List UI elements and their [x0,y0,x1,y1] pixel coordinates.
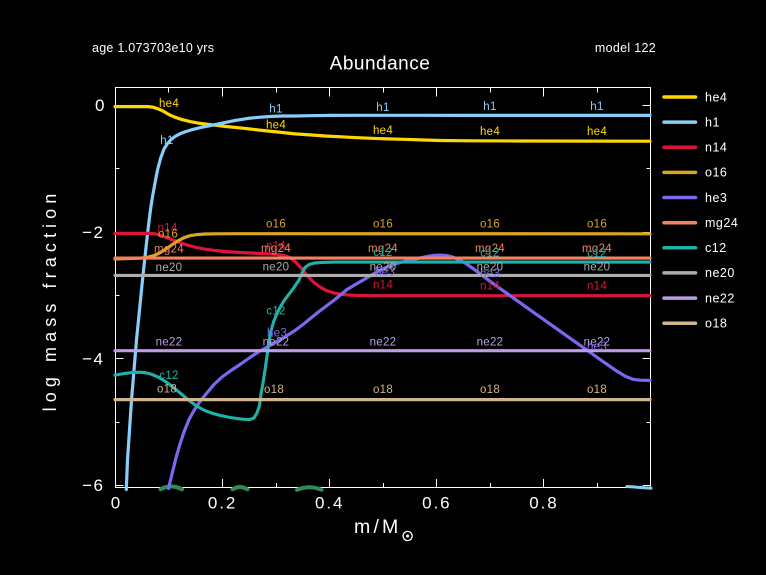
svg-text:mg24: mg24 [261,243,291,255]
svg-text:−6: −6 [82,476,104,495]
svg-text:h1: h1 [705,115,720,129]
svg-text:ne22: ne22 [584,336,611,348]
svg-text:ne22: ne22 [263,337,290,349]
svg-text:c12: c12 [373,247,392,259]
svg-text:mg24: mg24 [368,243,398,255]
svg-text:he4: he4 [159,98,179,110]
svg-text:o16: o16 [480,219,500,231]
svg-text:ne20: ne20 [263,261,290,273]
svg-text:he4: he4 [266,120,286,132]
svg-text:−2: −2 [82,223,104,242]
svg-text:age 1.073703e10 yrs: age 1.073703e10 yrs [92,41,214,55]
svg-text:mg24: mg24 [154,243,184,255]
svg-text:he3: he3 [705,191,727,205]
svg-text:ne22: ne22 [156,336,183,348]
svg-text:o16: o16 [266,218,286,230]
svg-text:o16: o16 [373,219,393,231]
svg-text:h1: h1 [483,101,496,113]
svg-text:mg24: mg24 [705,216,738,230]
svg-text:o16: o16 [587,219,607,231]
svg-text:he3: he3 [267,327,287,339]
svg-text:o18: o18 [480,384,500,396]
svg-text:ne20: ne20 [156,262,183,274]
svg-text:ne20: ne20 [477,261,504,273]
svg-text:he4: he4 [705,90,727,104]
svg-text:model 122: model 122 [595,41,656,55]
svg-text:he3: he3 [375,266,395,278]
svg-text:c12: c12 [480,248,499,260]
svg-text:he4: he4 [373,125,393,137]
svg-text:n14: n14 [157,222,177,234]
svg-text:m/M: m/M [354,516,402,538]
svg-text:c12: c12 [705,241,727,255]
svg-text:he4: he4 [480,126,500,138]
svg-text:0.6: 0.6 [422,494,451,513]
svg-text:mg24: mg24 [475,243,505,255]
svg-text:h1: h1 [376,102,389,114]
svg-text:ne20: ne20 [705,266,735,280]
svg-text:o18: o18 [587,384,607,396]
svg-text:h1: h1 [590,101,603,113]
svg-text:Abundance: Abundance [330,54,431,75]
svg-text:n14: n14 [266,240,286,252]
svg-text:ne22: ne22 [370,336,397,348]
svg-text:0.2: 0.2 [208,494,237,513]
svg-text:0: 0 [111,494,120,513]
svg-text:n14: n14 [587,280,607,292]
svg-text:o18: o18 [705,317,727,331]
svg-text:n14: n14 [705,141,727,155]
svg-text:o18: o18 [373,384,393,396]
svg-text:c12: c12 [587,248,606,260]
svg-text:he3: he3 [587,341,607,353]
svg-text:o16: o16 [705,166,727,180]
svg-text:0: 0 [95,96,104,115]
svg-text:he4: he4 [587,126,607,138]
svg-text:−4: −4 [82,350,104,369]
svg-text:o18: o18 [264,384,284,396]
svg-text:ne20: ne20 [370,261,397,273]
svg-text:h1: h1 [160,135,173,147]
svg-text:log mass fraction: log mass fraction [40,189,60,412]
svg-text:n14: n14 [480,280,500,292]
svg-text:he3: he3 [480,268,500,280]
svg-text:c12: c12 [159,370,178,382]
svg-text:h1: h1 [269,103,282,115]
svg-text:0.4: 0.4 [315,494,344,513]
svg-text:o16: o16 [158,228,178,240]
svg-text:ne22: ne22 [705,291,735,305]
svg-text:ne22: ne22 [477,336,504,348]
svg-text:0.8: 0.8 [529,494,558,513]
svg-text:mg24: mg24 [582,243,612,255]
svg-text:o18: o18 [157,384,177,396]
svg-text:n14: n14 [373,279,393,291]
svg-text:c12: c12 [266,305,285,317]
svg-text:ne20: ne20 [584,261,611,273]
